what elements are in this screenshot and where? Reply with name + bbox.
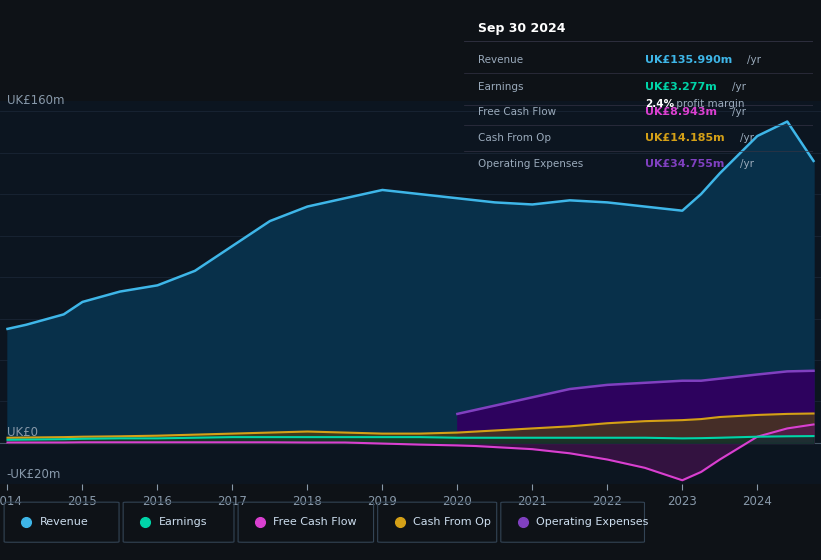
Text: /yr: /yr xyxy=(740,159,754,169)
Text: Revenue: Revenue xyxy=(478,55,523,65)
Text: UK£3.277m: UK£3.277m xyxy=(645,82,717,92)
Text: Cash From Op: Cash From Op xyxy=(413,517,491,527)
Text: /yr: /yr xyxy=(747,55,761,65)
Text: Free Cash Flow: Free Cash Flow xyxy=(478,107,556,117)
Text: UK£160m: UK£160m xyxy=(7,94,64,108)
Text: Earnings: Earnings xyxy=(158,517,207,527)
Text: /yr: /yr xyxy=(732,107,745,117)
Text: Operating Expenses: Operating Expenses xyxy=(478,159,583,169)
Text: Free Cash Flow: Free Cash Flow xyxy=(273,517,357,527)
Text: UK£135.990m: UK£135.990m xyxy=(645,55,732,65)
Text: /yr: /yr xyxy=(740,133,754,143)
Text: UK£14.185m: UK£14.185m xyxy=(645,133,725,143)
Text: -UK£20m: -UK£20m xyxy=(7,468,61,480)
Text: Earnings: Earnings xyxy=(478,82,523,92)
Text: UK£0: UK£0 xyxy=(7,426,38,439)
Text: UK£8.943m: UK£8.943m xyxy=(645,107,718,117)
Text: Sep 30 2024: Sep 30 2024 xyxy=(478,22,566,35)
Text: Operating Expenses: Operating Expenses xyxy=(536,517,649,527)
Text: 2.4%: 2.4% xyxy=(645,99,674,109)
Text: UK£34.755m: UK£34.755m xyxy=(645,159,725,169)
Text: Cash From Op: Cash From Op xyxy=(478,133,551,143)
Text: profit margin: profit margin xyxy=(673,99,745,109)
Text: /yr: /yr xyxy=(732,82,745,92)
Text: Revenue: Revenue xyxy=(39,517,88,527)
